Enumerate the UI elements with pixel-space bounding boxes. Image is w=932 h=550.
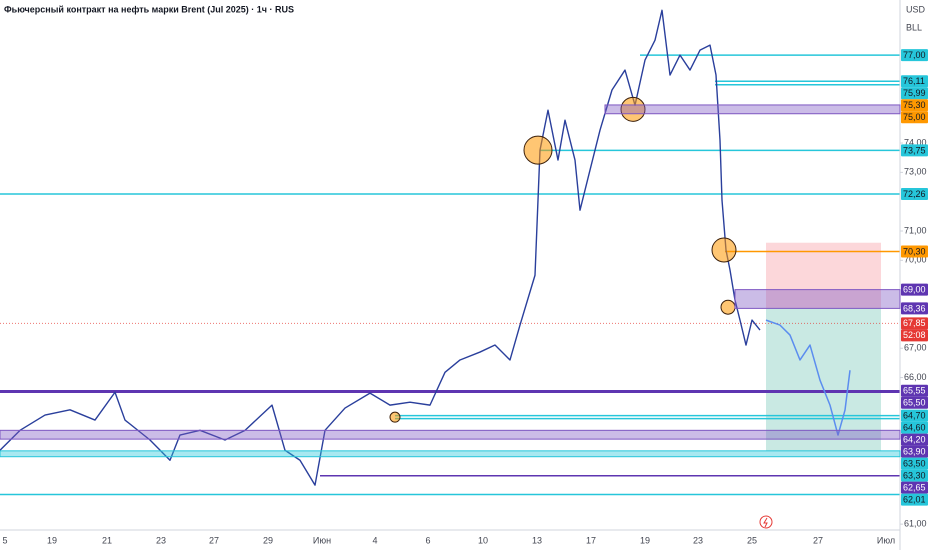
price-label: 64,60 (903, 423, 926, 433)
price-line (0, 9, 761, 486)
price-label-box (901, 493, 928, 506)
chart-title: Фьючерсный контракт на нефть марки Brent… (4, 4, 294, 14)
price-label-box (901, 396, 928, 409)
alert-circle[interactable] (759, 515, 773, 529)
price-label-box (901, 469, 928, 482)
price-label: 68,36 (903, 303, 926, 313)
marker (620, 96, 646, 122)
price-label: 62,01 (903, 495, 926, 505)
price-label: 64,70 (903, 411, 926, 421)
zone (604, 104, 901, 115)
price-label-box (901, 49, 928, 62)
x-tick-label: 5 (2, 535, 7, 545)
price-label-box (901, 99, 928, 112)
price-label-box (901, 302, 928, 315)
x-tick-label: 6 (425, 535, 430, 545)
y-tick-label: 74,00 (904, 137, 927, 147)
x-tick-label: 25 (747, 535, 757, 545)
price-label: 77,00 (903, 50, 926, 60)
currency: USD (906, 4, 926, 14)
price-label-box (901, 409, 928, 422)
x-tick-label: 19 (640, 535, 650, 545)
price-label: 75,30 (903, 100, 926, 110)
alert-bolt (763, 517, 768, 528)
price-label-box (901, 317, 928, 330)
price-label: 63,30 (903, 471, 926, 481)
unit: BLL (906, 22, 922, 32)
price-label-box (901, 421, 928, 434)
target-zone (766, 308, 881, 451)
price-label-box (901, 188, 928, 201)
marker (720, 299, 736, 315)
marker (389, 411, 401, 423)
price-label-box (901, 433, 928, 446)
price-label: 65,55 (903, 386, 926, 396)
y-tick-label: 71,00 (904, 225, 927, 235)
marker (523, 135, 553, 165)
x-tick-label: 4 (372, 535, 377, 545)
zone (0, 450, 901, 458)
price-label-box (901, 445, 928, 458)
x-tick-label: 23 (693, 535, 703, 545)
zone (0, 429, 901, 440)
price-label: 69,00 (903, 284, 926, 294)
price-label-box (901, 111, 928, 124)
y-tick-label: 66,00 (904, 372, 927, 382)
price-label: 76,11 (903, 76, 925, 86)
x-tick-label: 17 (586, 535, 596, 545)
price-label: 73,75 (903, 145, 926, 155)
x-tick-label: 29 (263, 535, 273, 545)
price-label-box (901, 75, 928, 88)
price-label: 72,26 (903, 189, 926, 199)
price-label: 75,00 (903, 112, 926, 122)
zone (734, 289, 901, 309)
timer: 52:08 (903, 330, 926, 340)
x-tick-label: 27 (209, 535, 219, 545)
x-tick-label: 23 (156, 535, 166, 545)
price-label: 64,20 (903, 435, 926, 445)
price-label-box (901, 481, 928, 494)
forecast-line (765, 319, 851, 436)
x-tick-label: Июл (877, 535, 895, 545)
y-tick-label: 61,00 (904, 519, 927, 529)
x-tick-label: 21 (102, 535, 112, 545)
y-tick-label: 70,00 (904, 255, 927, 265)
price-label-box (901, 283, 928, 296)
price-label: 63,50 (903, 459, 926, 469)
marker (711, 237, 737, 263)
stop-zone (766, 242, 881, 309)
price-label-box (901, 384, 928, 397)
price-label: 65,50 (903, 398, 926, 408)
plot (0, 9, 900, 496)
x-tick-label: 27 (813, 535, 823, 545)
x-tick-label: 10 (478, 535, 488, 545)
price-label: 67,85 (903, 318, 926, 328)
price-label-box (901, 144, 928, 157)
alert-icon[interactable] (759, 515, 773, 529)
price-label-box (901, 457, 928, 470)
price-label: 63,90 (903, 447, 926, 457)
y-tick-label: 67,00 (904, 343, 927, 353)
price-label-box (901, 245, 928, 258)
price-label: 62,65 (903, 483, 926, 493)
x-tick-label: 13 (532, 535, 542, 545)
price-label: 75,99 (903, 88, 926, 98)
y-tick-label: 73,00 (904, 167, 927, 177)
price-label-box (901, 87, 928, 100)
timer-box (901, 329, 928, 342)
x-tick-label: 19 (47, 535, 57, 545)
price-label: 70,30 (903, 246, 926, 256)
x-tick-label: Июн (313, 535, 331, 545)
